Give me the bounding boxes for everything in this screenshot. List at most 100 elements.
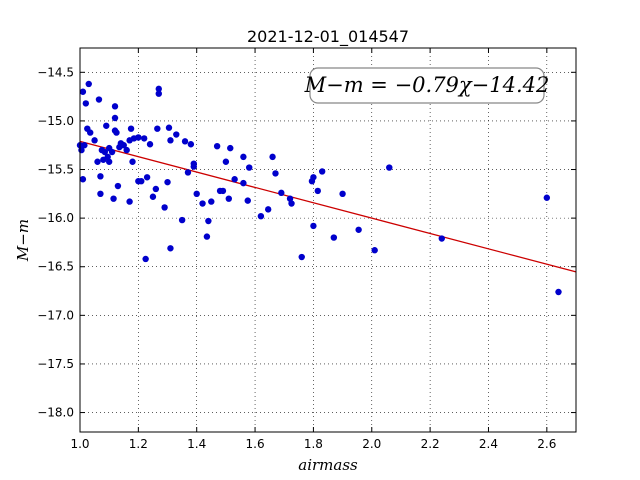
data-point <box>193 190 200 198</box>
data-point <box>103 122 110 129</box>
x-tick-label: 1.6 <box>246 437 265 451</box>
data-point <box>167 137 174 144</box>
data-point <box>310 222 317 230</box>
data-point <box>146 141 154 148</box>
y-tick-label: −17.0 <box>37 308 74 322</box>
data-point <box>438 235 445 242</box>
fit-annotation: M−m = −0.79χ−14.42 <box>304 67 550 104</box>
data-point <box>244 197 251 204</box>
data-point <box>272 170 279 177</box>
x-tick-label: 2.6 <box>537 437 556 451</box>
data-point <box>155 90 162 97</box>
data-point <box>152 185 160 193</box>
data-point <box>104 153 111 161</box>
data-point <box>149 193 157 200</box>
data-point <box>184 169 192 176</box>
data-point <box>231 176 238 183</box>
data-point <box>85 80 92 88</box>
data-point <box>208 198 215 205</box>
y-axis-ticks: −14.5 −15.0 −15.5 −16.0 −16.5 −17.0 −17.5 −18.0 <box>37 65 576 420</box>
data-point <box>113 129 120 136</box>
x-tick-label: 1.4 <box>187 437 206 451</box>
data-point <box>127 125 135 132</box>
data-point <box>81 142 88 149</box>
data-point <box>178 216 186 224</box>
data-point <box>219 187 227 195</box>
y-tick-label: −17.5 <box>37 357 74 371</box>
data-point <box>310 174 317 181</box>
x-tick-label: 1.0 <box>70 437 89 451</box>
data-point <box>79 88 87 95</box>
chart-title: 2021-12-01_014547 <box>247 27 409 47</box>
data-point <box>161 204 168 211</box>
data-point <box>371 247 378 254</box>
data-point <box>95 96 103 103</box>
data-point <box>286 195 294 202</box>
data-point <box>318 168 326 175</box>
data-point <box>222 158 230 165</box>
data-point <box>269 153 276 161</box>
data-point <box>114 182 122 190</box>
x-axis-label: airmass <box>298 456 358 474</box>
data-point <box>339 190 346 198</box>
y-axis-label: M−m <box>14 219 32 262</box>
data-point <box>213 142 221 150</box>
data-point <box>154 125 161 132</box>
data-point <box>173 131 180 138</box>
y-tick-label: −15.5 <box>37 163 74 177</box>
data-point <box>140 135 148 142</box>
data-point <box>135 134 142 141</box>
data-point <box>190 163 197 170</box>
data-point <box>314 187 321 195</box>
data-point <box>264 206 272 213</box>
data-point <box>167 245 174 252</box>
y-tick-label: −15.0 <box>37 114 74 128</box>
data-point <box>87 129 94 136</box>
data-point <box>257 212 265 220</box>
data-point <box>120 142 127 149</box>
data-point <box>203 233 211 240</box>
grid-lines <box>79 48 576 432</box>
annotation-box <box>309 67 545 104</box>
y-tick-label: −16.0 <box>37 211 74 225</box>
x-tick-label: 2.4 <box>479 437 498 451</box>
data-point <box>79 176 87 183</box>
data-point <box>355 226 362 233</box>
data-point <box>298 253 305 261</box>
data-point <box>108 148 116 156</box>
data-point <box>555 288 562 296</box>
data-point <box>240 153 247 161</box>
data-point <box>142 255 149 263</box>
data-point <box>330 234 338 241</box>
fit-line-group <box>79 140 577 273</box>
data-point <box>143 174 151 181</box>
x-tick-label: 2.0 <box>362 437 381 451</box>
data-point <box>543 194 551 201</box>
data-point <box>155 85 162 93</box>
y-tick-label: −14.5 <box>37 65 74 79</box>
x-axis-ticks: 1.0 1.2 1.4 1.6 1.8 2.0 2.2 2.4 2.6 <box>70 48 556 451</box>
y-tick-label: −16.5 <box>37 260 74 274</box>
data-point <box>82 100 90 107</box>
data-point <box>205 217 212 225</box>
data-point <box>91 137 98 144</box>
data-point <box>288 200 295 207</box>
data-point <box>110 195 117 202</box>
data-point <box>101 148 109 156</box>
data-point <box>97 173 104 180</box>
data-point <box>386 164 393 171</box>
annotation-text: M−m = −0.79χ−14.42 <box>304 73 550 97</box>
data-point <box>187 141 195 148</box>
x-tick-label: 2.2 <box>421 437 440 451</box>
data-point <box>111 103 119 110</box>
x-tick-label: 1.8 <box>304 437 323 451</box>
data-point <box>240 179 247 187</box>
data-point <box>97 190 104 198</box>
data-point <box>278 189 285 197</box>
fit-line <box>79 140 577 273</box>
data-point <box>181 138 189 145</box>
data-points <box>76 80 562 296</box>
data-point <box>105 158 113 165</box>
data-point <box>126 198 133 205</box>
